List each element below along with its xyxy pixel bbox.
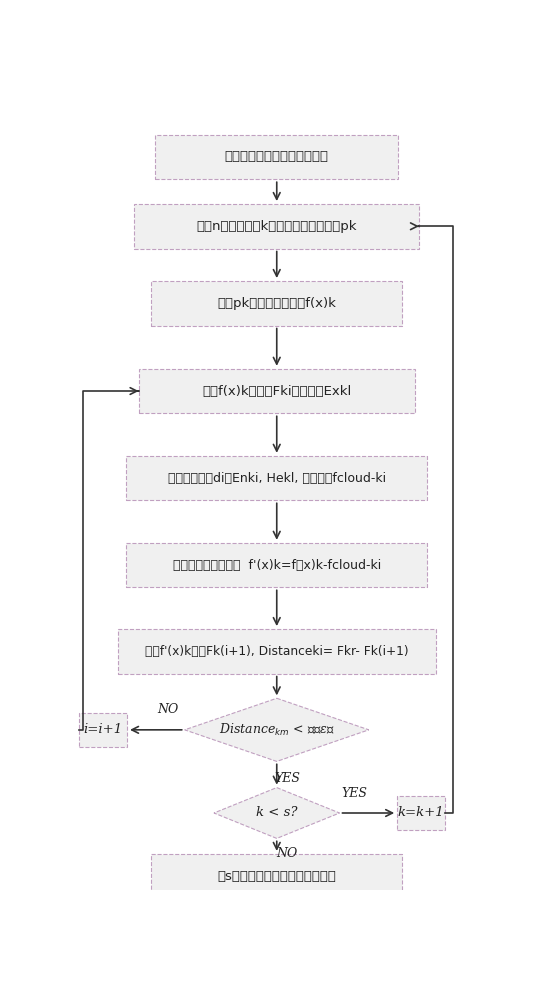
FancyBboxPatch shape bbox=[151, 281, 402, 326]
Text: 寻找f'(x)k峰值Fk(i+1), Distanceki= Fkr- Fk(i+1): 寻找f'(x)k峰值Fk(i+1), Distanceki= Fkr- Fk(i… bbox=[145, 645, 409, 658]
Text: k=k+1: k=k+1 bbox=[398, 806, 444, 820]
FancyBboxPatch shape bbox=[79, 713, 127, 747]
Text: 寻找f(x)k的峰值Fki，云重心Exkl: 寻找f(x)k的峰值Fki，云重心Exkl bbox=[202, 385, 352, 398]
Text: 计算新频率分布函数  f'(x)k=f（x)k-fcloud-ki: 计算新频率分布函数 f'(x)k=f（x)k-fcloud-ki bbox=[173, 559, 381, 572]
Text: NO: NO bbox=[276, 847, 298, 860]
Text: 基于应用场景计算储能出力值: 基于应用场景计算储能出力值 bbox=[225, 150, 329, 163]
FancyBboxPatch shape bbox=[139, 369, 415, 413]
Polygon shape bbox=[214, 788, 340, 838]
FancyBboxPatch shape bbox=[126, 543, 428, 587]
FancyBboxPatch shape bbox=[151, 854, 402, 898]
Text: 计算云滴范围di，Enki, Hekl, 计算求得fcloud-ki: 计算云滴范围di，Enki, Hekl, 计算求得fcloud-ki bbox=[168, 472, 386, 485]
FancyBboxPatch shape bbox=[126, 456, 428, 500]
FancyBboxPatch shape bbox=[156, 135, 398, 179]
Text: YES: YES bbox=[341, 787, 367, 800]
Text: YES: YES bbox=[274, 772, 300, 785]
FancyBboxPatch shape bbox=[397, 796, 445, 830]
Text: i=i+1: i=i+1 bbox=[84, 723, 123, 736]
Text: 统计pk的频率分布曲线f(x)k: 统计pk的频率分布曲线f(x)k bbox=[217, 297, 336, 310]
Text: 计算n天储能系统k时刻的标幺出力向量pk: 计算n天储能系统k时刻的标幺出力向量pk bbox=[197, 220, 357, 233]
FancyBboxPatch shape bbox=[118, 629, 436, 674]
Polygon shape bbox=[185, 698, 369, 761]
Text: 将s个典型值整合为典型出力曲线: 将s个典型值整合为典型出力曲线 bbox=[217, 870, 336, 883]
Text: k < s?: k < s? bbox=[256, 806, 298, 820]
Text: NO: NO bbox=[157, 703, 179, 716]
FancyBboxPatch shape bbox=[134, 204, 419, 249]
Text: Distance$_{km}$ < 阈值ε？: Distance$_{km}$ < 阈值ε？ bbox=[219, 722, 335, 738]
